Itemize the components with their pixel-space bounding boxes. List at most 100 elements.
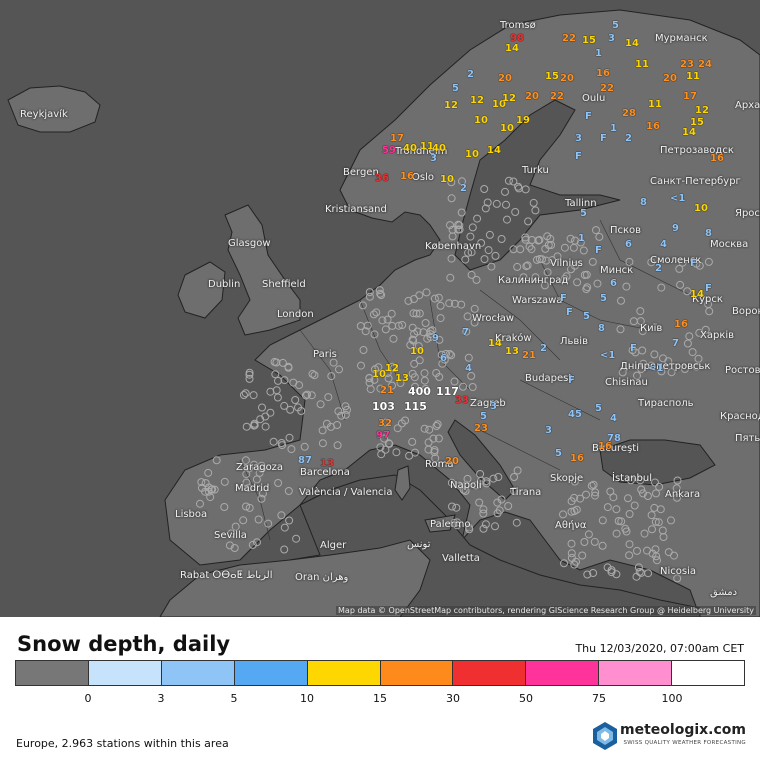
snow-value-label[interactable]: 2: [655, 263, 662, 274]
snow-value-label[interactable]: 28: [622, 108, 636, 119]
snow-value-label[interactable]: 10: [410, 346, 424, 357]
snow-value-label[interactable]: 17: [683, 91, 697, 102]
snow-value-label[interactable]: 1: [578, 233, 585, 244]
snow-value-label[interactable]: 20: [498, 73, 512, 84]
snow-value-label[interactable]: 36: [375, 173, 389, 184]
snow-value-label[interactable]: 4: [465, 363, 472, 374]
snow-value-label[interactable]: 10: [492, 99, 506, 110]
snow-value-label[interactable]: 1: [610, 123, 617, 134]
snow-value-label[interactable]: F: [690, 258, 697, 269]
snow-value-label[interactable]: 117: [436, 385, 459, 398]
snow-value-label[interactable]: 5: [595, 403, 602, 414]
snow-value-label[interactable]: 12: [444, 100, 458, 111]
snow-value-label[interactable]: 15: [582, 35, 596, 46]
snow-value-label[interactable]: 3: [490, 401, 497, 412]
snow-value-label[interactable]: 21: [522, 350, 536, 361]
snow-value-label[interactable]: 15: [545, 71, 559, 82]
snow-value-label[interactable]: F: [705, 283, 712, 294]
snow-value-label[interactable]: 16: [598, 441, 612, 452]
snow-value-label[interactable]: F: [560, 293, 567, 304]
brand-logo[interactable]: meteologix.com SWISS QUALITY WEATHER FOR…: [586, 720, 746, 752]
snow-value-label[interactable]: 13: [395, 373, 409, 384]
snow-value-label[interactable]: 12: [470, 95, 484, 106]
snow-value-label[interactable]: 10: [440, 174, 454, 185]
snow-value-label[interactable]: 9: [672, 223, 679, 234]
snow-value-label[interactable]: 12: [385, 363, 399, 374]
snow-value-label[interactable]: 400: [408, 385, 431, 398]
snow-value-label[interactable]: F: [595, 245, 602, 256]
snow-value-label[interactable]: 11: [420, 141, 434, 152]
snow-value-label[interactable]: <1: [670, 193, 686, 204]
snow-value-label[interactable]: 8: [598, 323, 605, 334]
snow-value-label[interactable]: 6: [610, 278, 617, 289]
snow-value-label[interactable]: 11: [648, 99, 662, 110]
snow-value-label[interactable]: 3: [575, 133, 582, 144]
snow-value-label[interactable]: 14: [487, 145, 501, 156]
snow-value-label[interactable]: 20: [445, 456, 459, 467]
snow-value-label[interactable]: 98: [510, 33, 524, 44]
snow-value-label[interactable]: 5: [555, 448, 562, 459]
snow-value-label[interactable]: 5: [480, 411, 487, 422]
snow-value-label[interactable]: 16: [646, 121, 660, 132]
snow-value-label[interactable]: 59: [382, 145, 396, 156]
snow-value-label[interactable]: 7: [462, 327, 469, 338]
snow-value-label[interactable]: 8: [705, 228, 712, 239]
snow-value-label[interactable]: 3: [545, 425, 552, 436]
snow-value-label[interactable]: 20: [525, 91, 539, 102]
snow-value-label[interactable]: 15: [690, 117, 704, 128]
snow-value-label[interactable]: 22: [550, 91, 564, 102]
snow-value-label[interactable]: 24: [698, 59, 712, 70]
snow-value-label[interactable]: 10: [465, 149, 479, 160]
snow-value-label[interactable]: 12: [502, 93, 516, 104]
snow-value-label[interactable]: F: [630, 343, 637, 354]
snow-value-label[interactable]: 45: [568, 409, 582, 420]
snow-value-label[interactable]: 3: [430, 153, 437, 164]
snow-value-label[interactable]: 10: [474, 115, 488, 126]
snow-value-label[interactable]: F: [566, 307, 573, 318]
snow-value-label[interactable]: 4: [610, 413, 617, 424]
snow-value-label[interactable]: 13: [320, 458, 334, 469]
snow-value-label[interactable]: 5: [583, 311, 590, 322]
snow-value-label[interactable]: 5: [452, 83, 459, 94]
snow-value-label[interactable]: 97: [376, 430, 390, 441]
snow-value-label[interactable]: 2: [467, 69, 474, 80]
snow-value-label[interactable]: 9: [432, 333, 439, 344]
snow-value-label[interactable]: 3: [608, 33, 615, 44]
snow-value-label[interactable]: 16: [674, 319, 688, 330]
snow-value-label[interactable]: F: [585, 111, 592, 122]
snow-value-label[interactable]: 33: [455, 395, 469, 406]
snow-value-label[interactable]: 6: [625, 239, 632, 250]
snow-value-label[interactable]: 14: [690, 289, 704, 300]
snow-value-label[interactable]: 115: [404, 400, 427, 413]
snow-value-label[interactable]: 14: [488, 338, 502, 349]
snow-value-label[interactable]: 11: [635, 59, 649, 70]
snow-value-label[interactable]: 13: [505, 346, 519, 357]
snow-value-label[interactable]: 4: [660, 239, 667, 250]
snow-value-label[interactable]: 7: [672, 338, 679, 349]
snow-value-label[interactable]: 2: [625, 133, 632, 144]
snow-depth-map[interactable]: Tromsø Мурманск Reykjavík Oulu Арха Trondheim…: [0, 0, 760, 617]
snow-value-label[interactable]: 14: [625, 38, 639, 49]
snow-value-label[interactable]: 78: [607, 433, 621, 444]
map-attribution[interactable]: Map data © OpenStreetMap contributors, r…: [336, 606, 756, 615]
snow-value-label[interactable]: 21: [380, 385, 394, 396]
snow-value-label[interactable]: 6: [440, 353, 447, 364]
snow-value-label[interactable]: 8: [640, 197, 647, 208]
snow-value-label[interactable]: 87: [298, 455, 312, 466]
snow-value-label[interactable]: 17: [390, 133, 404, 144]
snow-value-label[interactable]: 22: [562, 33, 576, 44]
snow-value-label[interactable]: 14: [505, 43, 519, 54]
snow-value-label[interactable]: 32: [378, 418, 392, 429]
snow-value-label[interactable]: 19: [516, 115, 530, 126]
snow-value-label[interactable]: 16: [596, 68, 610, 79]
snow-value-label[interactable]: 23: [474, 423, 488, 434]
snow-value-label[interactable]: 5: [580, 208, 587, 219]
snow-value-label[interactable]: 16: [710, 153, 724, 164]
snow-value-label[interactable]: 5: [600, 293, 607, 304]
snow-value-label[interactable]: 20: [560, 73, 574, 84]
snow-value-label[interactable]: 10: [694, 203, 708, 214]
snow-value-label[interactable]: 23: [680, 59, 694, 70]
snow-value-label[interactable]: F: [575, 151, 582, 162]
snow-value-label[interactable]: 12: [695, 105, 709, 116]
snow-value-label[interactable]: 10: [500, 123, 514, 134]
